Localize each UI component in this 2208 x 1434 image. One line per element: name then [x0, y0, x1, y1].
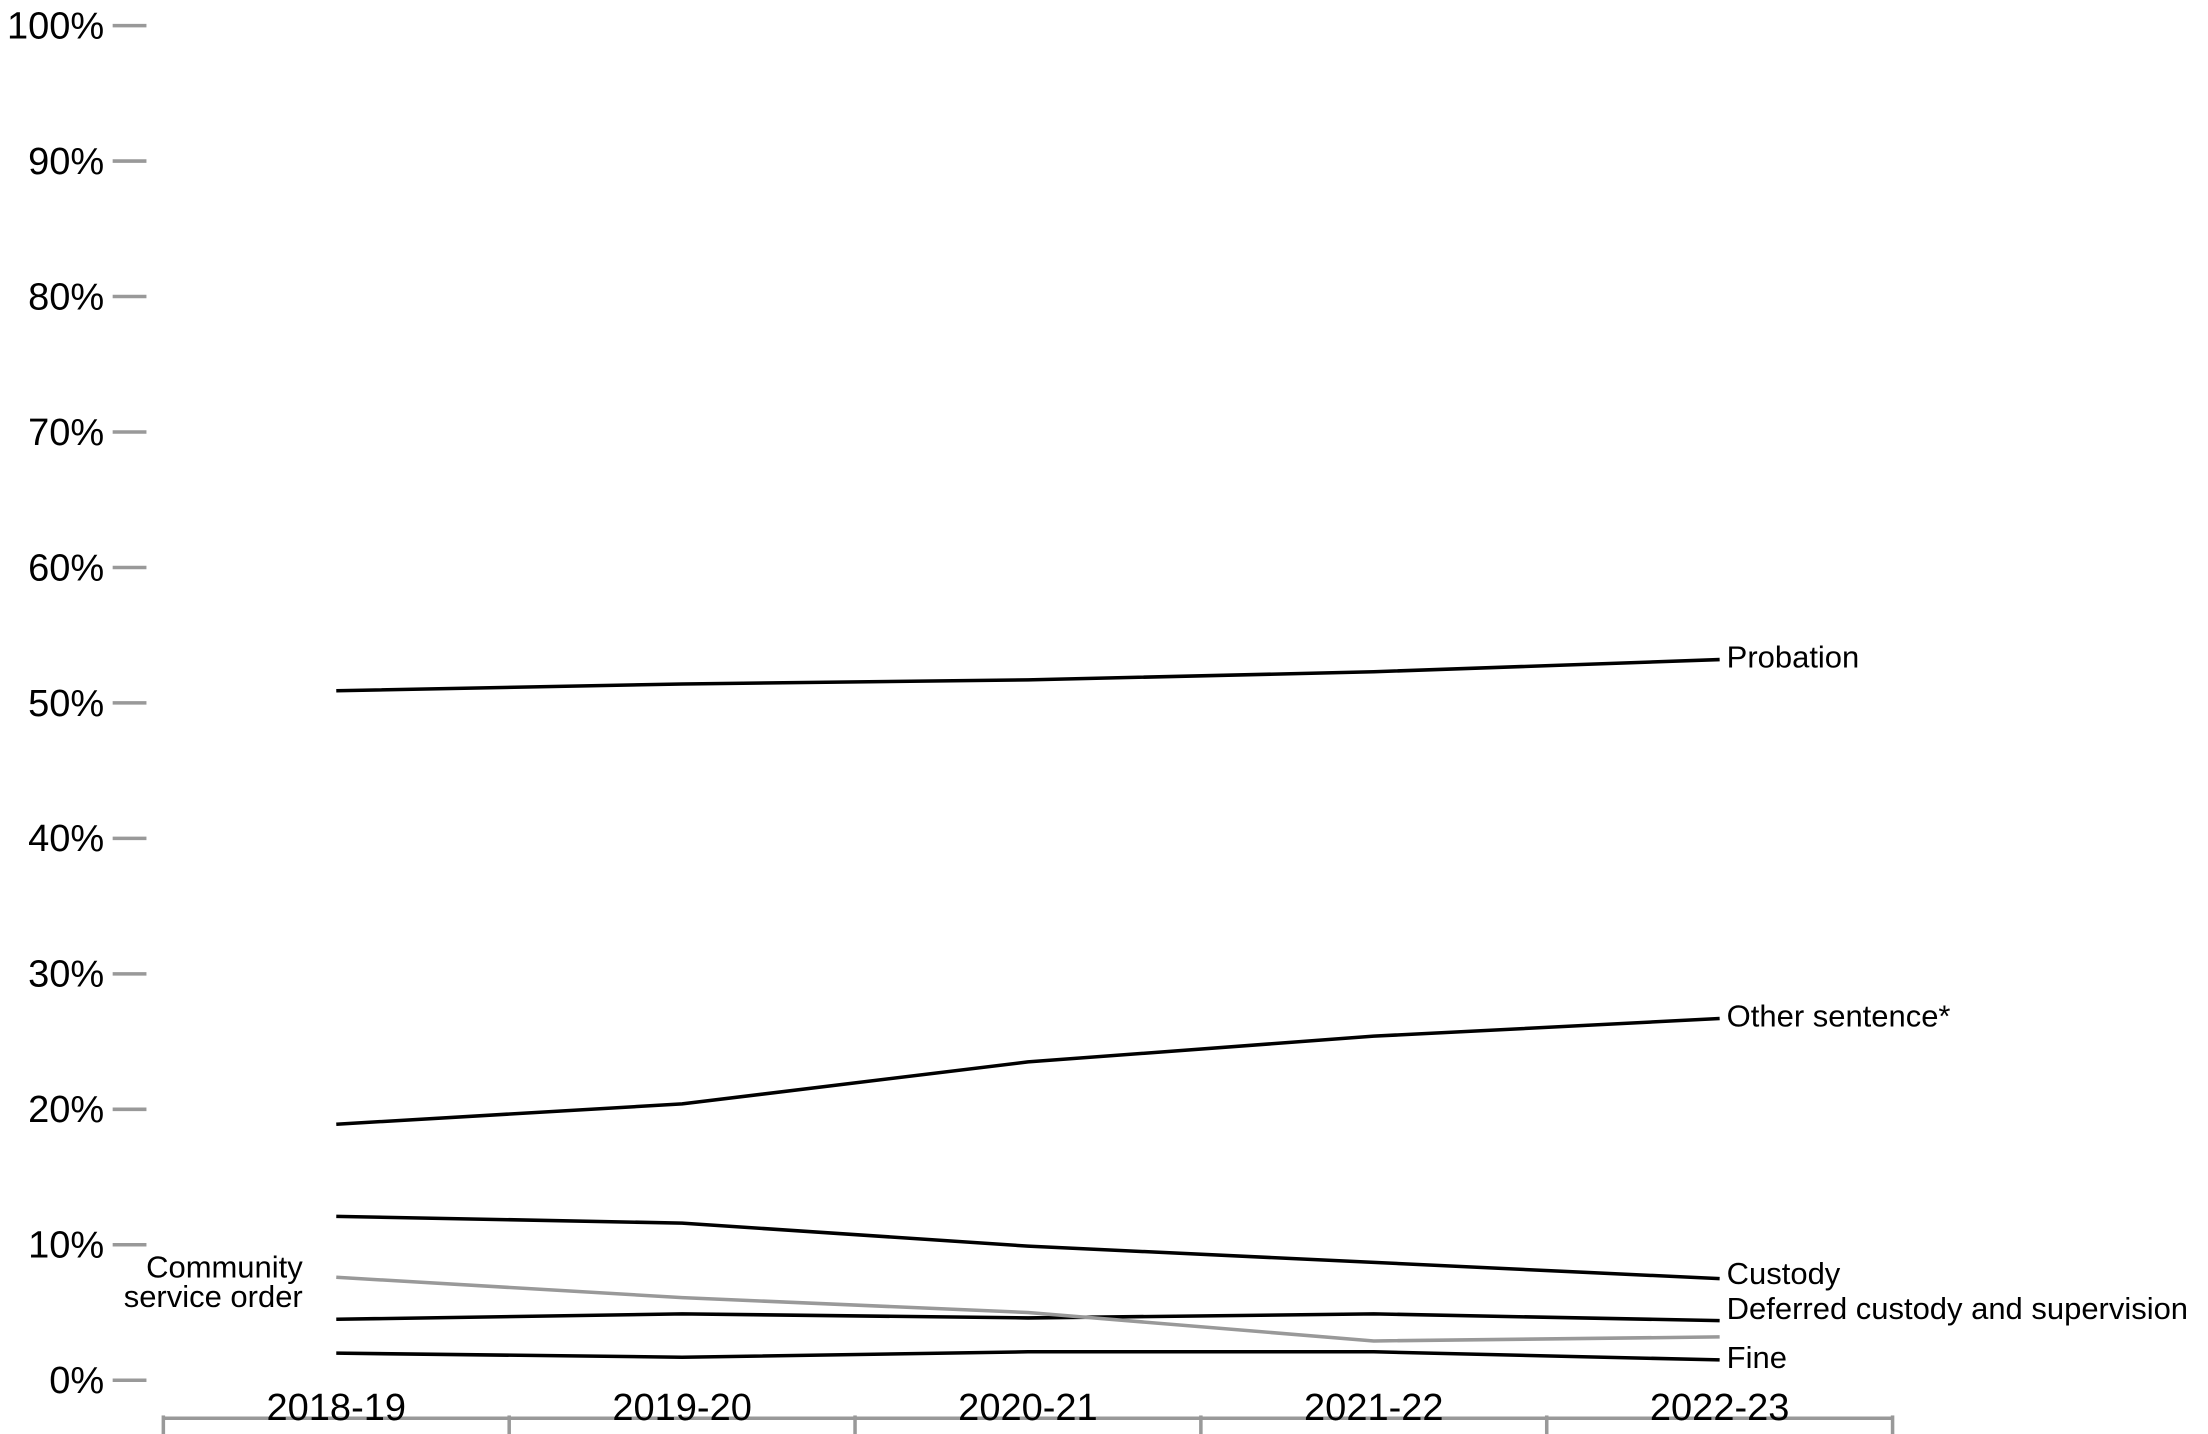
series-line [336, 1214, 1720, 1281]
y-tick-label: 0% [49, 1360, 104, 1402]
y-tick-label: 50% [28, 683, 104, 725]
x-tick-label: 2018-19 [267, 1387, 407, 1429]
y-tick-label: 70% [28, 412, 104, 454]
y-tick-label: 100% [7, 5, 104, 47]
series-label-box: Community service order [123, 1251, 303, 1314]
x-tick-label: 2020-21 [958, 1387, 1098, 1429]
y-tick-label: 90% [28, 141, 104, 183]
x-tick-label: 2022-23 [1650, 1387, 1790, 1429]
series-line [336, 1275, 1720, 1343]
y-tick-label: 80% [28, 276, 104, 318]
y-tick-label: 60% [28, 547, 104, 589]
series-line [336, 657, 1720, 693]
x-tick-label: 2021-22 [1304, 1387, 1444, 1429]
series-label: Community service order [123, 1251, 303, 1314]
series-label: Fine [1727, 1340, 1787, 1375]
y-tick-label: 10% [28, 1225, 104, 1267]
y-tick-label: 30% [28, 954, 104, 996]
series-label: Probation [1727, 640, 1860, 675]
series-label: Other sentence* [1727, 999, 1951, 1034]
series-label: Custody [1727, 1256, 1841, 1291]
x-tick-label: 2019-20 [612, 1387, 752, 1429]
y-tick-label: 20% [28, 1089, 104, 1131]
series-line [336, 1312, 1720, 1323]
series-label: Deferred custody and supervision [1727, 1291, 2188, 1326]
series-line [336, 1016, 1720, 1126]
y-tick-label: 40% [28, 818, 104, 860]
series-line [336, 1350, 1720, 1362]
